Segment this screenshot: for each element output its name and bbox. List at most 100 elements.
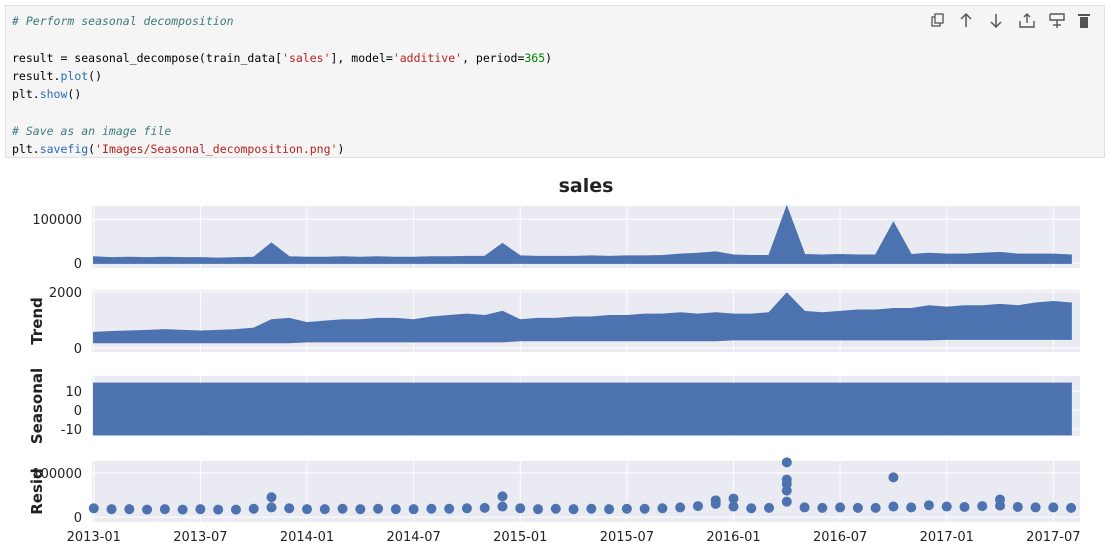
resid-point	[248, 503, 259, 514]
resid-point	[888, 472, 899, 483]
resid-point	[710, 495, 721, 506]
y-tick-label: 10	[65, 385, 82, 400]
x-tick-label: 2017-01	[920, 530, 974, 543]
resid-point	[497, 501, 508, 512]
resid-point	[781, 457, 792, 468]
code-token: 'sales'	[282, 51, 331, 65]
resid-point	[337, 503, 348, 514]
x-tick-label: 2016-07	[813, 530, 867, 543]
resid-point	[728, 493, 739, 504]
delete-button[interactable]	[1078, 14, 1090, 28]
y-axis-label: Seasonal	[28, 368, 46, 444]
resid-point	[977, 501, 988, 512]
resid-point	[284, 503, 295, 514]
resid-point	[870, 502, 881, 513]
resid-point	[959, 501, 970, 512]
y-tick-label: 2000	[49, 286, 82, 301]
copy-button[interactable]	[931, 13, 944, 27]
y-tick-label: 100000	[32, 213, 82, 228]
resid-point	[923, 500, 934, 511]
code-token: plot	[60, 69, 89, 83]
y-tick-label: 100000	[32, 467, 82, 482]
resid-point	[621, 503, 632, 514]
y-axis-label: Trend	[28, 297, 46, 345]
plot-background	[92, 461, 1080, 522]
resid-point	[604, 504, 615, 515]
resid-point	[568, 504, 579, 515]
resid-point	[106, 504, 117, 515]
x-tick-label: 2014-07	[386, 530, 440, 543]
code-token: (	[88, 142, 96, 156]
resid-point	[319, 504, 330, 515]
code-line: # Perform seasonal decomposition	[12, 12, 234, 30]
plot-area	[93, 204, 1072, 264]
resid-point	[888, 501, 899, 512]
code-line: result.plot()	[12, 67, 102, 85]
y-tick-label: 0	[74, 404, 82, 419]
resid-point	[1048, 502, 1059, 513]
resid-point	[355, 504, 366, 515]
code-token: )	[545, 51, 553, 65]
resid-point	[88, 503, 99, 514]
code-token: )	[337, 142, 345, 156]
band-area	[93, 292, 1072, 344]
resid-point	[764, 502, 775, 513]
resid-point	[497, 491, 508, 502]
code-line: result = seasonal_decompose(train_data['…	[12, 49, 552, 67]
resid-point	[995, 494, 1006, 505]
resid-point	[586, 503, 597, 514]
code-token: 365	[524, 51, 546, 65]
resid-point	[835, 502, 846, 513]
resid-point	[781, 496, 792, 507]
resid-point	[302, 504, 313, 515]
code-cell[interactable]: # Perform seasonal decomposition result =…	[5, 5, 1105, 158]
code-token: ()	[67, 87, 82, 101]
move-up-button[interactable]	[960, 12, 972, 27]
code-token: plt.	[12, 87, 40, 101]
plot-area	[93, 382, 1072, 436]
insert-above-button[interactable]	[1019, 13, 1035, 28]
x-tick-label: 2016-01	[706, 530, 760, 543]
resid-point	[195, 504, 206, 515]
code-line: plt.show()	[12, 85, 81, 103]
move-down-button[interactable]	[990, 14, 1002, 29]
insert-below-button[interactable]	[1049, 13, 1065, 28]
resid-point	[941, 501, 952, 512]
code-token: # Perform seasonal decomposition	[12, 14, 234, 28]
resid-point	[230, 504, 241, 515]
resid-point	[1030, 502, 1041, 513]
resid-point	[1012, 501, 1023, 512]
y-tick-label: -10	[61, 423, 82, 438]
code-token: show	[39, 87, 68, 101]
y-tick-label: 0	[74, 257, 82, 272]
resid-point	[479, 502, 490, 513]
code-token: result = seasonal_decompose(train_data[	[12, 51, 283, 65]
x-tick-label: 2014-01	[280, 530, 334, 543]
resid-point	[550, 503, 561, 514]
resid-point	[515, 503, 526, 514]
resid-point	[142, 504, 153, 515]
code-line: plt.savefig('Images/Seasonal_decompositi…	[12, 140, 344, 158]
resid-point	[746, 503, 757, 514]
resid-point	[426, 503, 437, 514]
plot-area	[93, 292, 1072, 344]
code-token: ()	[88, 69, 103, 83]
code-token: 'Images/Seasonal_decomposition.png'	[95, 142, 338, 156]
resid-point	[266, 492, 277, 503]
resid-point	[373, 503, 384, 514]
resid-point	[657, 503, 668, 514]
resid-point	[906, 502, 917, 513]
code-token: , period=	[462, 51, 525, 65]
resid-point	[533, 504, 544, 515]
y-tick-label: 0	[74, 342, 82, 357]
resid-point	[408, 504, 419, 515]
cell-toolbar	[931, 12, 1090, 29]
band-area	[93, 382, 1072, 436]
x-tick-label: 2013-01	[67, 530, 121, 543]
x-tick-label: 2015-07	[600, 530, 654, 543]
resid-point	[781, 485, 792, 496]
resid-point	[390, 504, 401, 515]
code-token: # Save as an image file	[12, 124, 172, 138]
